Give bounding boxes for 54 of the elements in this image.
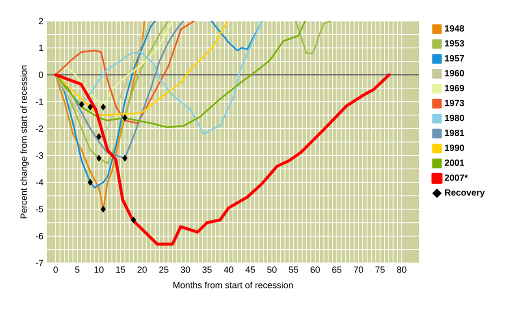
x-tick-label: 0 xyxy=(54,266,58,273)
x-tick-label: 45 xyxy=(246,266,255,273)
y-tick-label: -7 xyxy=(36,260,44,266)
legend-label: 1948 xyxy=(445,25,464,32)
x-tick-label: 40 xyxy=(224,266,234,273)
legend-label: 1980 xyxy=(445,114,464,122)
line-series xyxy=(54,21,306,128)
y-tick-label: -5 xyxy=(36,206,44,212)
point xyxy=(122,154,128,162)
point xyxy=(96,154,102,162)
point xyxy=(122,114,128,122)
x-tick-label: 60 xyxy=(310,266,320,273)
legend-label: 2001 xyxy=(444,160,464,166)
legend-label: 1957 xyxy=(445,55,464,62)
legend-label: 1973 xyxy=(445,100,464,106)
legend-label: 1981 xyxy=(445,130,464,136)
point xyxy=(88,104,93,110)
legend-label: 1969 xyxy=(445,84,464,92)
x-tick-label: 30 xyxy=(180,266,190,273)
line-series xyxy=(54,73,391,246)
y-axis-title: Percent change from start of recession xyxy=(20,66,29,218)
legend-label: 1960 xyxy=(445,70,464,76)
x-tick-label: 35 xyxy=(202,266,212,273)
y-tick-label: 1 xyxy=(39,44,44,51)
legend-label: Recovery xyxy=(445,189,485,198)
x-tick-label: 15 xyxy=(116,266,126,273)
point xyxy=(100,206,106,213)
legend-label: 2007* xyxy=(444,174,468,181)
x-tick-label: 65 xyxy=(332,266,342,273)
y-tick-label: -2 xyxy=(36,125,44,132)
point xyxy=(96,133,102,140)
x-tick-label: 55 xyxy=(288,266,298,273)
legend-label: 1953 xyxy=(445,40,464,46)
y-tick-label: 2 xyxy=(38,18,44,24)
x-tick-label: 50 xyxy=(267,266,277,273)
x-tick-label: 25 xyxy=(159,266,168,273)
x-tick-label: 80 xyxy=(397,266,406,273)
x-tick-label: 70 xyxy=(354,266,364,273)
x-tick-label: 5 xyxy=(75,266,80,273)
x-tick-label: 10 xyxy=(94,266,104,273)
y-tick-label: -6 xyxy=(36,232,44,240)
line-series xyxy=(54,21,195,124)
point xyxy=(88,178,93,186)
y-tick-label: 0 xyxy=(38,72,44,78)
y-tick-label: -1 xyxy=(36,98,44,105)
y-tick-label: -3 xyxy=(36,152,44,159)
x-tick-label: 75 xyxy=(376,266,385,273)
x-tick-label: 20 xyxy=(138,266,147,273)
point xyxy=(100,104,106,110)
legend-label: 1990 xyxy=(445,144,464,151)
point xyxy=(130,216,136,224)
point xyxy=(79,100,84,108)
y-tick-label: -4 xyxy=(36,179,44,186)
x-axis-title: Months from start of recession xyxy=(173,282,293,288)
